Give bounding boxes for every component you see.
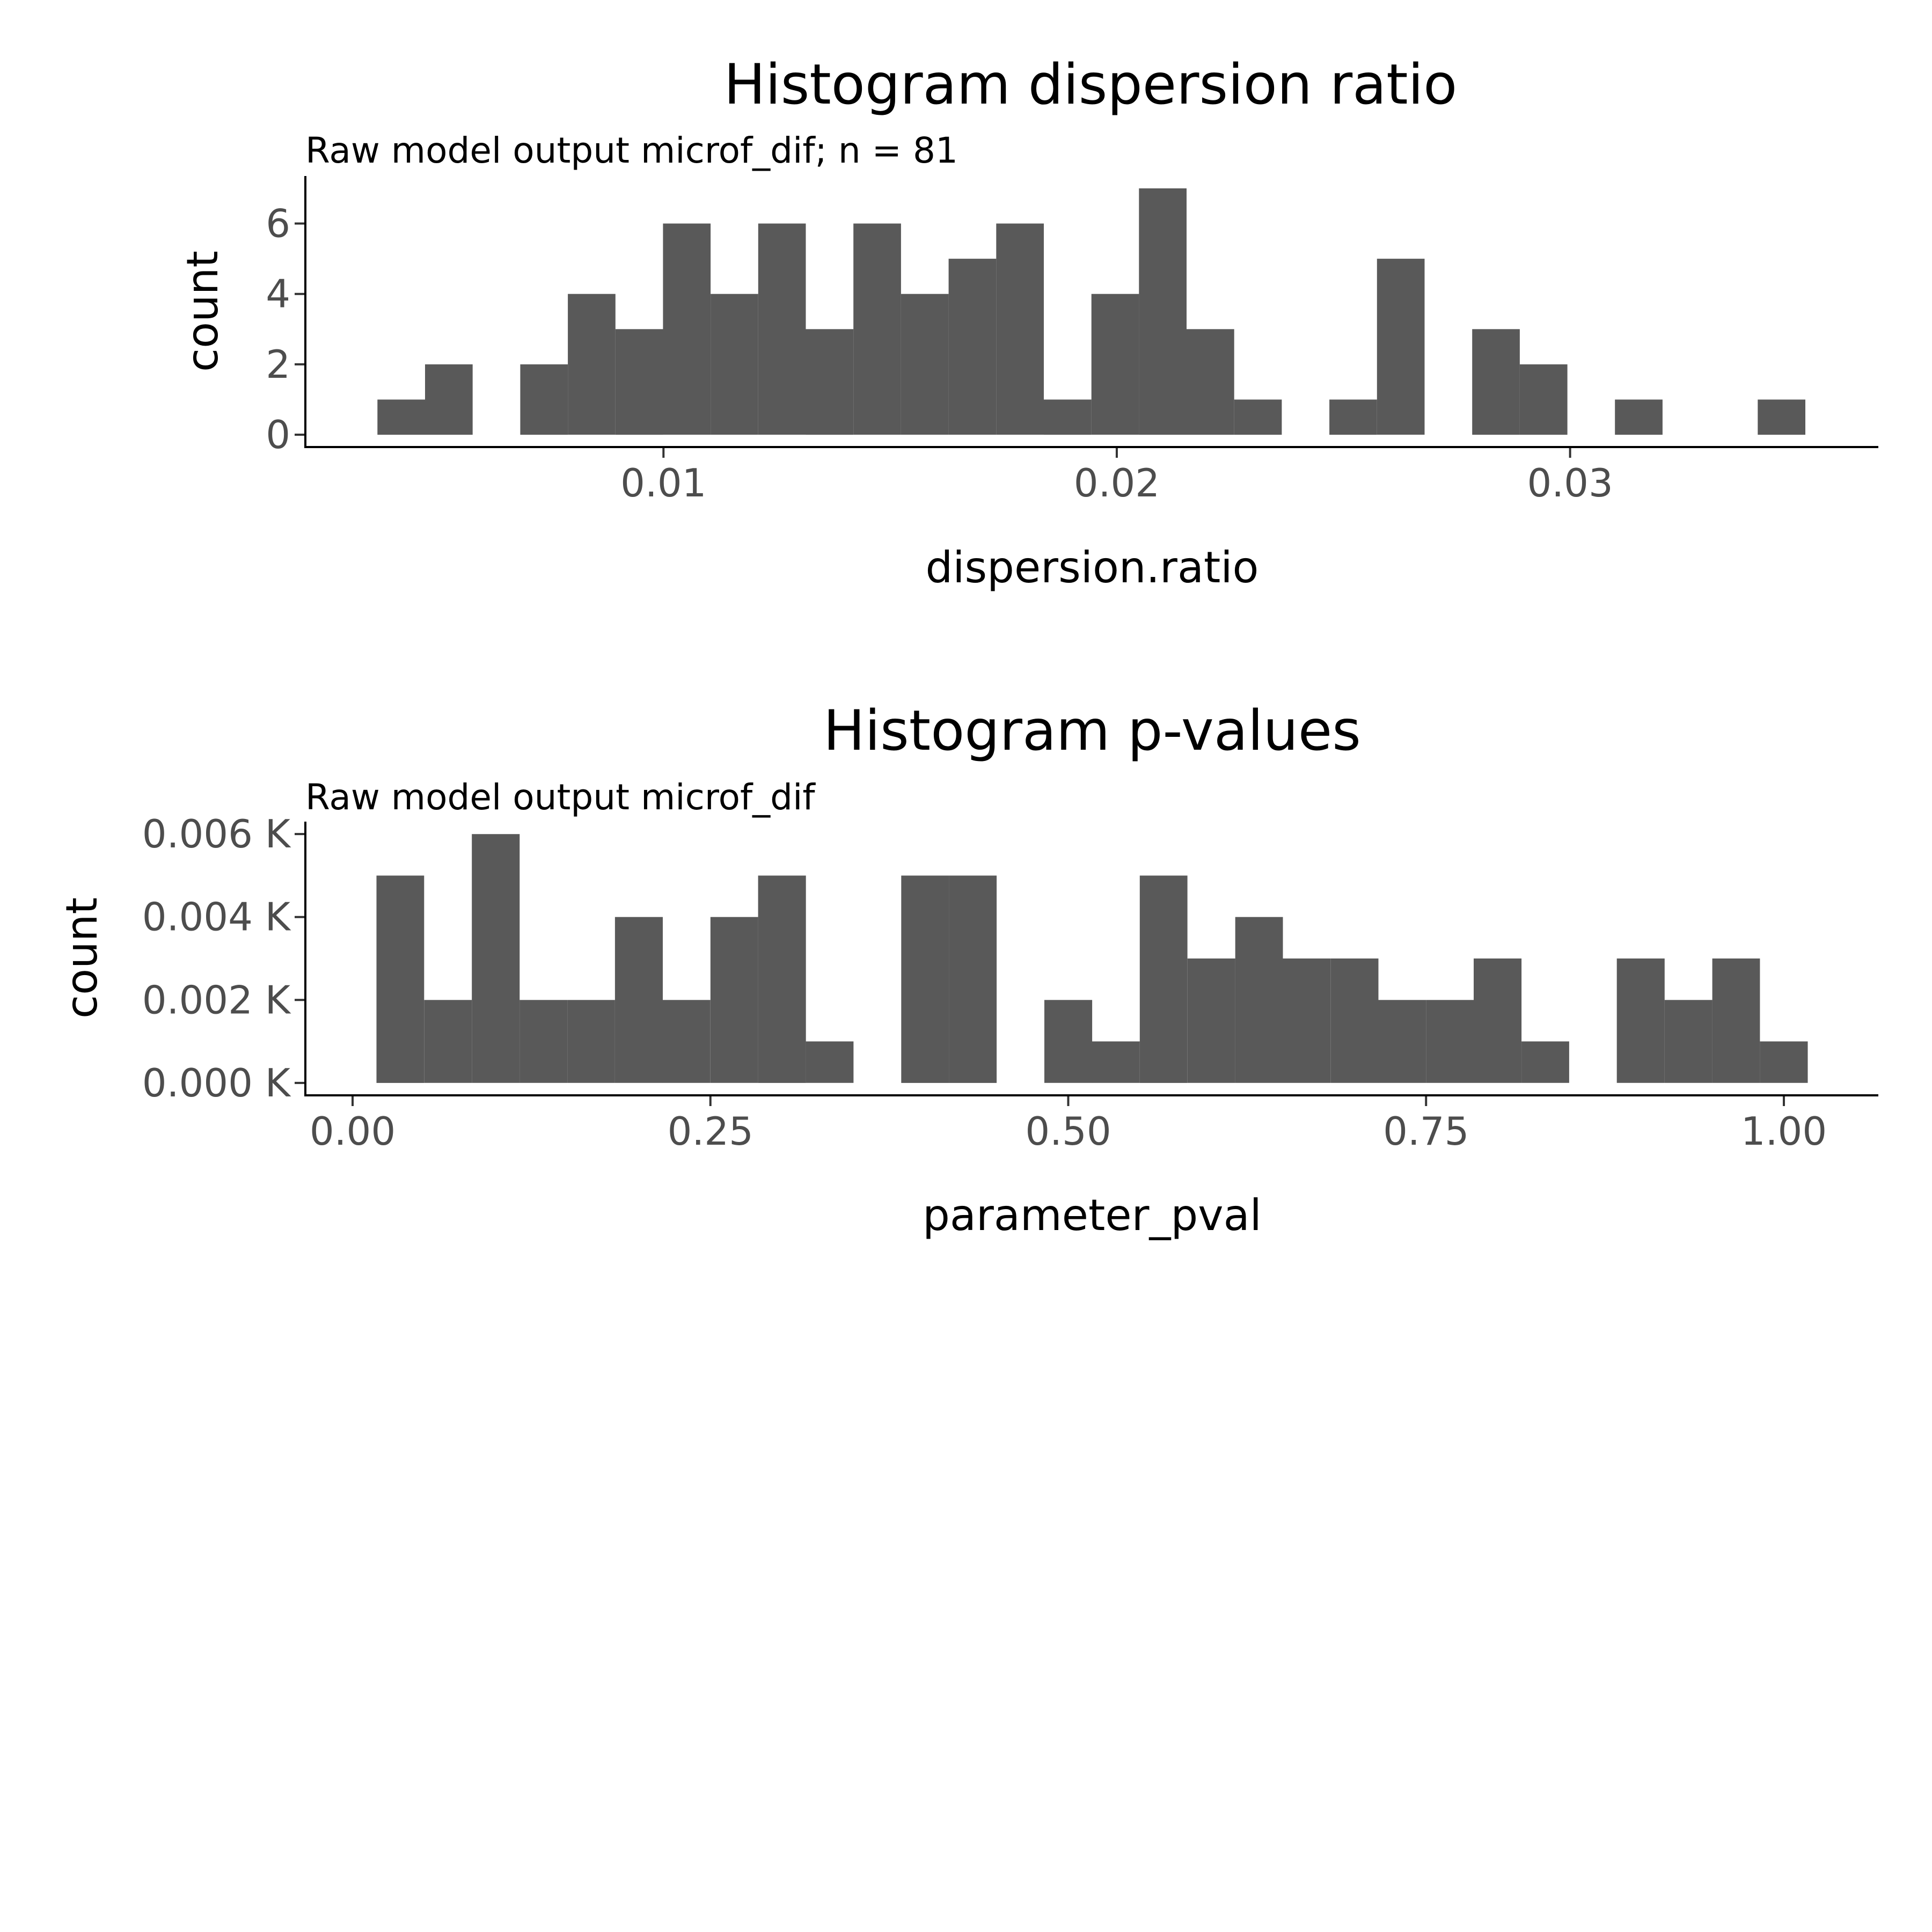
x-tick-label: 0.00 bbox=[310, 1109, 396, 1154]
histogram-bar bbox=[1712, 958, 1760, 1083]
histogram-bar bbox=[758, 875, 806, 1083]
y-axis-title: count bbox=[57, 897, 107, 1019]
histogram-bar bbox=[615, 329, 663, 435]
histogram-bars bbox=[376, 834, 1808, 1083]
histogram-bar bbox=[1426, 1000, 1474, 1083]
histogram-bar bbox=[1378, 1000, 1426, 1083]
histogram-bar bbox=[853, 223, 901, 435]
histogram-bar bbox=[614, 917, 663, 1083]
histogram-bar bbox=[1329, 399, 1377, 435]
x-tick-label: 0.75 bbox=[1383, 1109, 1469, 1154]
histogram-bar bbox=[567, 1000, 615, 1083]
x-tick-label: 0.02 bbox=[1074, 460, 1160, 506]
y-tick-label: 4 bbox=[266, 272, 290, 317]
histogram-bar bbox=[1472, 329, 1520, 435]
histogram-bar bbox=[1664, 1000, 1713, 1083]
x-tick-label: 0.03 bbox=[1527, 460, 1613, 506]
histogram-bar bbox=[519, 1000, 567, 1083]
histogram-bar bbox=[1092, 1041, 1140, 1083]
chart-title: Histogram p-values bbox=[823, 699, 1361, 763]
chart-subtitle: Raw model output microf_dif; n = 81 bbox=[305, 130, 958, 171]
histogram-bar bbox=[1615, 399, 1663, 435]
histogram-bar bbox=[1235, 917, 1283, 1083]
y-axis-ticks: 0 2 4 6 bbox=[266, 201, 305, 457]
y-tick-label: 0 bbox=[266, 412, 290, 457]
histogram-bar bbox=[1758, 399, 1805, 435]
histogram-bar bbox=[1283, 958, 1331, 1083]
histogram-bar bbox=[1139, 875, 1188, 1083]
y-tick-label: 0.004 K bbox=[142, 895, 291, 940]
x-axis-title: parameter_pval bbox=[923, 1190, 1262, 1240]
y-tick-label: 6 bbox=[266, 201, 290, 246]
chart-dispersion-ratio: Histogram dispersion ratio Raw model out… bbox=[178, 53, 1878, 592]
chart-p-values: Histogram p-values Raw model output micr… bbox=[57, 699, 1878, 1240]
histogram-bar bbox=[1187, 329, 1234, 435]
x-axis-title: dispersion.ratio bbox=[925, 543, 1258, 592]
histogram-bar bbox=[806, 329, 854, 435]
histogram-bar bbox=[901, 294, 949, 435]
histogram-bar bbox=[1474, 958, 1522, 1083]
y-axis-title: count bbox=[178, 251, 228, 372]
histogram-bars bbox=[377, 188, 1805, 435]
y-tick-label: 2 bbox=[266, 342, 290, 387]
y-axis-ticks: 0.000 K 0.002 K 0.004 K 0.006 K bbox=[142, 811, 305, 1106]
histogram-bar bbox=[1377, 259, 1425, 435]
y-tick-label: 0.000 K bbox=[142, 1060, 291, 1106]
histogram-bar bbox=[901, 875, 949, 1083]
histogram-bar bbox=[1519, 364, 1568, 435]
histogram-bar bbox=[376, 875, 425, 1083]
histogram-bar bbox=[662, 1000, 711, 1083]
y-tick-label: 0.006 K bbox=[142, 811, 291, 857]
histogram-bar bbox=[1521, 1041, 1569, 1083]
x-tick-label: 0.01 bbox=[620, 460, 706, 506]
histogram-bar bbox=[996, 223, 1044, 435]
histogram-bar bbox=[948, 259, 997, 435]
histogram-bar bbox=[711, 294, 758, 435]
histogram-bar bbox=[949, 875, 997, 1083]
histogram-bar bbox=[758, 223, 806, 435]
x-axis-ticks: 0.01 0.02 0.03 bbox=[620, 447, 1613, 506]
histogram-bar bbox=[1760, 1041, 1808, 1083]
x-tick-label: 1.00 bbox=[1741, 1109, 1827, 1154]
histogram-bar bbox=[1139, 188, 1187, 435]
x-tick-label: 0.50 bbox=[1025, 1109, 1111, 1154]
y-tick-label: 0.002 K bbox=[142, 977, 291, 1022]
histogram-bar bbox=[520, 364, 568, 435]
histogram-bar bbox=[1616, 958, 1665, 1083]
histogram-bar bbox=[663, 223, 711, 435]
histogram-bar bbox=[1044, 1000, 1093, 1083]
histogram-bar bbox=[1187, 958, 1235, 1083]
x-axis-ticks: 0.00 0.25 0.50 0.75 1.00 bbox=[310, 1095, 1827, 1154]
histogram-bar bbox=[710, 917, 758, 1083]
x-tick-label: 0.25 bbox=[668, 1109, 753, 1154]
histogram-bar bbox=[425, 364, 473, 435]
chart-title: Histogram dispersion ratio bbox=[724, 53, 1458, 117]
histogram-bar bbox=[806, 1041, 854, 1083]
histogram-bar bbox=[377, 399, 425, 435]
histogram-bar bbox=[1044, 399, 1092, 435]
chart-subtitle: Raw model output microf_dif bbox=[305, 777, 816, 818]
histogram-bar bbox=[568, 294, 616, 435]
histogram-bar bbox=[1234, 399, 1282, 435]
histogram-bar bbox=[424, 1000, 472, 1083]
histogram-bar bbox=[1091, 294, 1139, 435]
histogram-bar bbox=[472, 834, 520, 1083]
histogram-bar bbox=[1330, 958, 1379, 1083]
